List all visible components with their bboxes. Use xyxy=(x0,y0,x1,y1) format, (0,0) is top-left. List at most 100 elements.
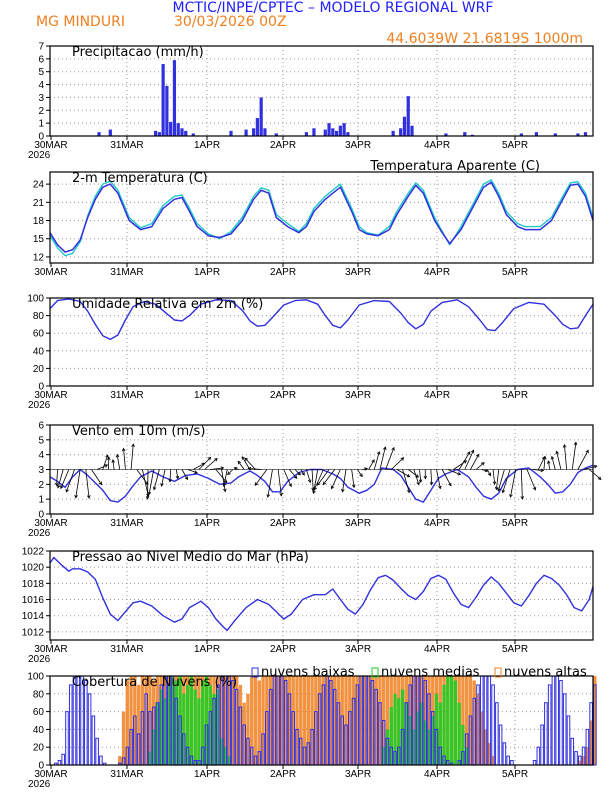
cloud-bar-high xyxy=(472,680,476,765)
wind-arrow xyxy=(495,469,500,490)
y-tick-label: 3 xyxy=(38,93,44,104)
wind-arrow xyxy=(551,456,556,470)
wind-arrow-head xyxy=(145,496,150,500)
cloud-bar-high xyxy=(253,676,258,765)
cloud-cover-panel: 0 20 40 60 80 100 30MAR 31MAR 1APR 2APR 3APR 4APR 5A… xyxy=(27,665,597,790)
wind-arrow xyxy=(306,469,311,483)
wind-arrow xyxy=(294,469,301,476)
cloud-bar-high xyxy=(589,720,593,765)
wind-arrow xyxy=(136,469,149,485)
cloud-bar-mid xyxy=(223,747,228,765)
cloud-bar-high xyxy=(487,742,491,766)
cloud-bar-mid xyxy=(453,680,458,765)
x-year-label: 2026 xyxy=(28,400,51,411)
wind-arrow xyxy=(313,469,324,490)
wind-arrow-head xyxy=(550,455,555,460)
cloud-bar-high xyxy=(585,747,590,765)
wind-arrow-head xyxy=(573,441,578,446)
wind-speed-line xyxy=(49,464,594,503)
cloud-bar-mid xyxy=(404,702,409,765)
wind-arrow xyxy=(289,469,298,479)
wind-arrow xyxy=(390,457,404,470)
plot-area xyxy=(50,551,593,640)
y-tick-label: 5 xyxy=(38,435,44,446)
y-tick-label: 5 xyxy=(38,67,44,78)
wind-arrow xyxy=(283,469,292,487)
cloud-bar-high xyxy=(306,676,310,765)
precip-bar xyxy=(338,125,342,136)
precip-bar xyxy=(157,132,161,136)
x-tick-label: 31MAR xyxy=(110,769,143,780)
wind-arrow xyxy=(441,469,452,486)
cloud-bar-mid xyxy=(212,693,216,765)
y-tick-label: 1 xyxy=(38,119,44,130)
x-tick-label: 1APR xyxy=(194,518,220,529)
wind-arrow xyxy=(497,469,505,491)
temperature-line xyxy=(49,181,594,253)
cloud-bar-high xyxy=(336,676,341,765)
wind-arrow xyxy=(458,451,471,470)
wind-arrow-head xyxy=(106,456,111,461)
wind-arrow xyxy=(181,469,188,480)
cloud-bar-high xyxy=(257,680,261,765)
wind-arrow-head xyxy=(244,457,249,462)
cloud-bar-high xyxy=(129,676,133,765)
wind-arrow xyxy=(102,454,109,470)
y-tick-label: 3 xyxy=(38,465,44,476)
cloud-bar-high xyxy=(348,676,352,765)
wind-arrow xyxy=(56,469,58,486)
wind-arrow xyxy=(436,469,441,489)
wind-arrow-head xyxy=(418,479,423,484)
wind-arrow xyxy=(342,469,347,492)
y-tick-label: 2 xyxy=(38,106,44,117)
wind-arrow xyxy=(564,444,568,470)
y-tick-label: 60 xyxy=(33,329,45,340)
plot-border xyxy=(49,171,594,264)
wind-arrow-head xyxy=(470,449,475,454)
wind-arrow xyxy=(351,469,355,488)
cloud-bar-mid xyxy=(415,711,420,765)
precip-bar xyxy=(342,123,346,136)
precip-bar xyxy=(346,132,350,136)
y-tick-label: 7 xyxy=(38,42,44,53)
x-tick-label: 2APR xyxy=(270,140,296,151)
wind-arrow xyxy=(430,469,433,485)
cloud-bar-mid xyxy=(193,689,197,765)
cloud-bar-high xyxy=(427,676,431,765)
cloud-bar-mid xyxy=(163,698,167,766)
cloud-bar-mid xyxy=(389,707,393,765)
wind-arrow-head xyxy=(416,481,420,486)
x-tick-label: 30MAR xyxy=(34,267,67,278)
cloud-bar-mid xyxy=(423,720,427,765)
y-tick-label: 60 xyxy=(33,707,45,718)
cloud-bar-high xyxy=(370,676,375,765)
cloud-bar-mid xyxy=(159,689,163,765)
x-tick-label: 4APR xyxy=(424,769,450,780)
wind-arrow-head xyxy=(54,482,59,487)
precip-bar xyxy=(244,129,248,136)
x-tick-label: 5APR xyxy=(502,390,528,401)
wind-arrow-head xyxy=(391,446,395,451)
wind-arrow-head xyxy=(423,475,428,480)
x-tick-label: 31MAR xyxy=(110,267,143,278)
precip-bar xyxy=(312,128,316,136)
plot-border xyxy=(49,45,594,137)
wind-arrow-head xyxy=(585,449,589,454)
wind-arrow xyxy=(407,469,419,478)
x-tick-label: 1APR xyxy=(194,769,220,780)
wind-arrow-head xyxy=(359,473,363,478)
wind-arrow xyxy=(85,469,90,499)
wind-arrow-head xyxy=(254,482,259,486)
x-tick-label: 30MAR xyxy=(34,518,67,529)
x-tick-label: 31MAR xyxy=(110,140,143,151)
wind-arrow xyxy=(277,469,282,496)
cloud-bar-high xyxy=(378,676,382,765)
wind-arrow xyxy=(255,469,268,486)
cloud-bar-high xyxy=(223,676,228,765)
wind-arrow-head xyxy=(301,471,305,476)
precip-bar xyxy=(534,132,539,136)
wind-arrow-head xyxy=(214,457,218,462)
cloud-bar-high xyxy=(148,676,152,765)
cloud-bar-mid xyxy=(397,698,401,766)
wind-arrow-head xyxy=(152,486,157,491)
